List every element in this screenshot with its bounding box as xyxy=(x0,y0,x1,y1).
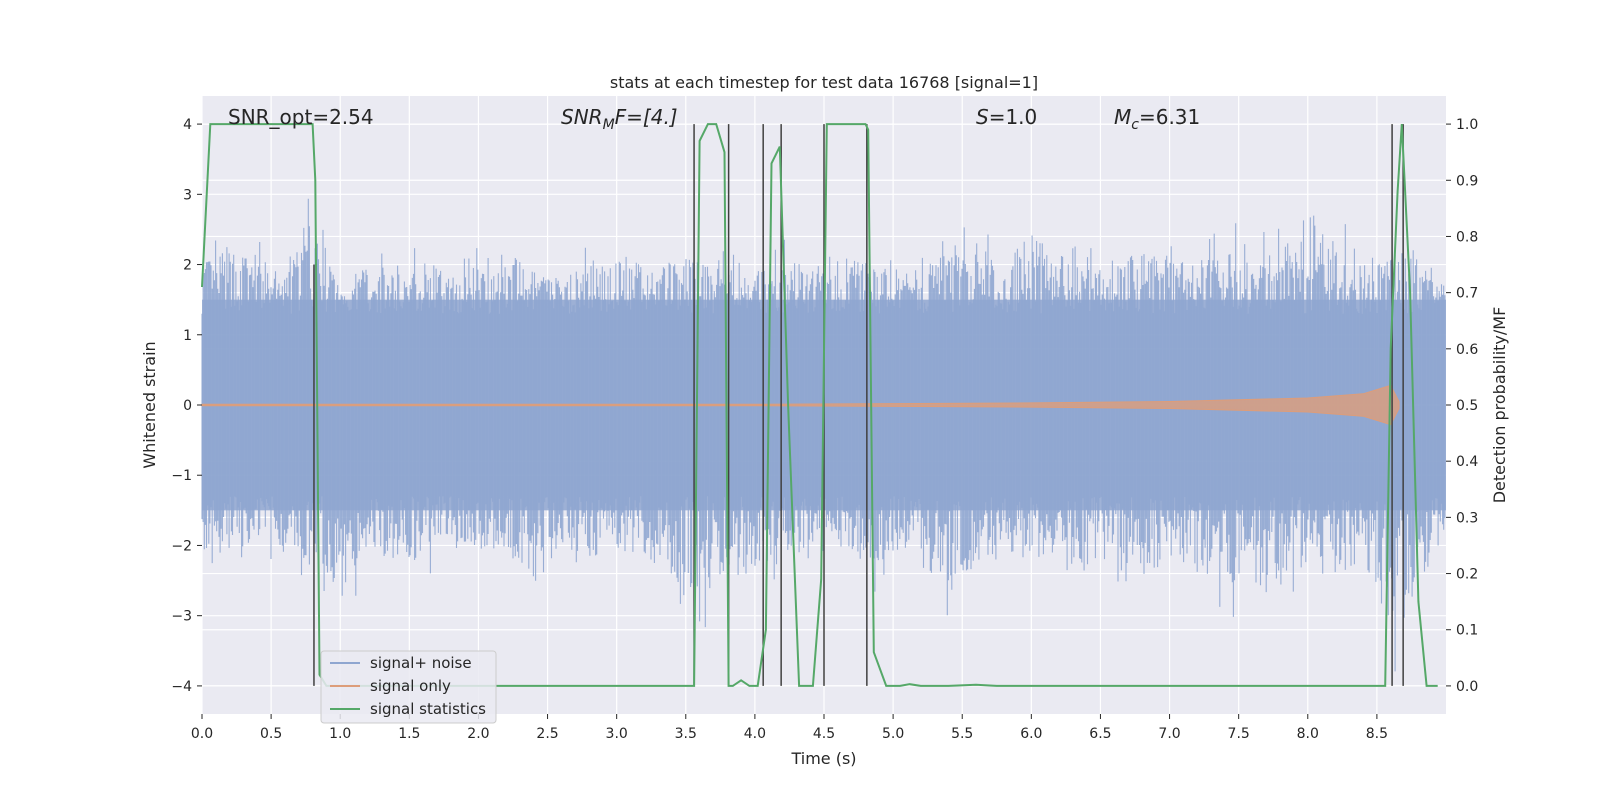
x-tick-label: 6.0 xyxy=(1020,726,1042,742)
y-axis-label-right: Detection probability/MF xyxy=(1490,307,1509,504)
x-tick-label: 7.5 xyxy=(1228,726,1250,742)
annotation-mc: Mc=6.31 xyxy=(1114,105,1200,133)
x-axis-label: Time (s) xyxy=(790,749,856,768)
y-right-tick-label: 0.1 xyxy=(1456,623,1478,639)
y-axis-label-left: Whitened strain xyxy=(140,341,159,468)
x-tick-label: 3.5 xyxy=(675,726,697,742)
x-tick-label: 8.0 xyxy=(1297,726,1319,742)
y-left-tick-label: 1 xyxy=(183,328,192,344)
x-tick-label: 5.0 xyxy=(882,726,904,742)
y-right-tick-label: 0.0 xyxy=(1456,679,1478,695)
y-left-tick-label: 2 xyxy=(183,258,192,274)
x-tick-label: 4.0 xyxy=(744,726,766,742)
x-tick-label: 2.0 xyxy=(467,726,489,742)
tick-labels: 0.0 0.5 1.0 1.5 2.0 2.5 3.0 3.5 4.0 4.5 5.0 5.5 6.0 6… xyxy=(171,117,1478,742)
s-base: S xyxy=(976,105,989,129)
y-left-tick-label: −2 xyxy=(171,538,192,554)
y-left-tick-label: 3 xyxy=(183,187,192,203)
y-left-tick-label: −3 xyxy=(171,609,192,625)
x-tick-label: 8.5 xyxy=(1366,726,1388,742)
signal-only-series xyxy=(201,384,1400,426)
mc-sub: c xyxy=(1131,117,1139,133)
legend-label-signal: signal only xyxy=(370,677,451,695)
x-tick-label: 4.5 xyxy=(813,726,835,742)
y-left-tick-label: −4 xyxy=(171,679,192,695)
x-tick-label: 5.5 xyxy=(951,726,973,742)
snr-mf-base: SNR xyxy=(561,105,603,129)
snr-mf-sub: M xyxy=(603,117,615,133)
annotation-snr-mf: SNRMF=[4.] xyxy=(561,105,678,133)
y-right-tick-label: 0.6 xyxy=(1456,342,1478,358)
y-left-tick-label: 0 xyxy=(183,398,192,414)
legend-box xyxy=(320,650,497,724)
s-value: =1.0 xyxy=(989,105,1038,129)
mc-value: =6.31 xyxy=(1139,105,1200,129)
y-right-tick-label: 1.0 xyxy=(1456,117,1478,133)
y-right-tick-label: 0.3 xyxy=(1456,510,1478,526)
y-left-tick-label: −1 xyxy=(171,468,192,484)
x-tick-label: 1.0 xyxy=(329,726,351,742)
y-right-tick-label: 0.4 xyxy=(1456,454,1478,470)
signal-statistics-series xyxy=(201,123,1438,687)
legend-label-stats: signal statistics xyxy=(370,700,486,718)
y-left-tick-label: 4 xyxy=(183,117,192,133)
x-tick-label: 0.0 xyxy=(191,726,213,742)
x-tick-label: 1.5 xyxy=(398,726,420,742)
signal-envelope xyxy=(201,384,1400,426)
y-right-tick-label: 0.8 xyxy=(1456,229,1478,245)
snr-mf-f: F=[4.] xyxy=(615,105,678,129)
legend-label-noise: signal+ noise xyxy=(370,654,472,672)
y-right-tick-label: 0.9 xyxy=(1456,173,1478,189)
x-tick-label: 2.5 xyxy=(536,726,558,742)
x-tick-label: 3.0 xyxy=(606,726,628,742)
x-tick-label: 0.5 xyxy=(260,726,282,742)
annotation-s: S=1.0 xyxy=(976,105,1037,129)
stats-line xyxy=(201,123,1438,687)
x-tick-label: 7.0 xyxy=(1158,726,1180,742)
x-tick-label: 6.5 xyxy=(1089,726,1111,742)
y-right-tick-label: 0.2 xyxy=(1456,567,1478,583)
annotation-snr-opt: SNR_opt=2.54 xyxy=(228,105,374,129)
y-right-tick-label: 0.5 xyxy=(1456,398,1478,414)
mc-base: M xyxy=(1114,105,1131,129)
legend: signal+ noise signal only signal statist… xyxy=(320,650,497,724)
chart-title: stats at each timestep for test data 167… xyxy=(610,73,1038,92)
y-right-tick-label: 0.7 xyxy=(1456,286,1478,302)
